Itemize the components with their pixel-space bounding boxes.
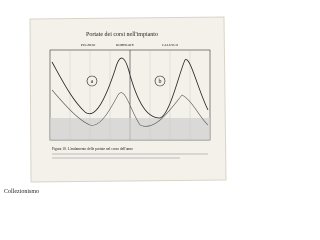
caption: Figura 10. L'andamento delle portate nel… — [52, 147, 133, 151]
column-label: CALUSCO — [162, 43, 179, 47]
caption-lines — [52, 153, 208, 159]
paper — [29, 16, 227, 183]
panel-label: a — [91, 79, 94, 85]
footer: Collezionismo — [4, 189, 39, 195]
chart-drawing — [49, 49, 211, 141]
page: Portate dei corsi nell'impianto PUGNDO R… — [0, 16, 252, 195]
panel-label: b — [159, 79, 162, 85]
column-label: PUGNDO — [81, 43, 96, 47]
column-label: ROBERATE — [116, 43, 134, 47]
footer-band — [0, 186, 252, 195]
title: Portate dei corsi nell'impianto — [86, 32, 158, 38]
